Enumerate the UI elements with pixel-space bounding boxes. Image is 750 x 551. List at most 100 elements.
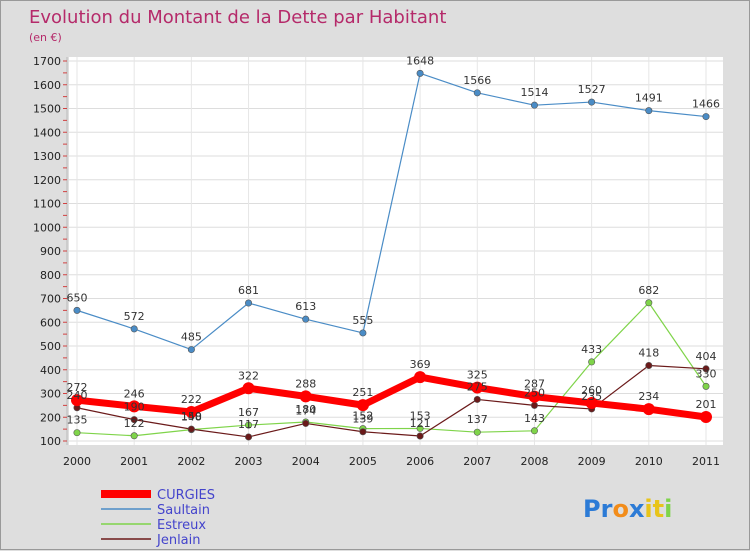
data-label-curgies: 201 [696, 398, 717, 411]
data-point-jenlain [302, 419, 310, 427]
axes: 100 200 300 400 500 600 700 800 900 1000 1100 1200 1… [33, 55, 720, 468]
data-point-saultain [588, 98, 596, 106]
data-label-estreux: 135 [67, 414, 88, 427]
y-tick-label: 1500 [33, 103, 61, 116]
data-label-jenlain: 174 [295, 404, 316, 417]
chart-title: Evolution du Montant de la Dette par Hab… [29, 7, 446, 28]
x-tick-label: 2006 [406, 455, 434, 468]
data-point-jenlain [473, 395, 481, 403]
data-point-curgies [71, 394, 83, 407]
y-tick-label: 800 [40, 269, 61, 282]
data-point-saultain [530, 101, 538, 109]
data-label-curgies: 325 [467, 369, 488, 382]
brand-letter: r [601, 495, 613, 523]
series-group [71, 69, 712, 441]
data-point-curgies [700, 411, 712, 424]
series-line-saultain [76, 72, 707, 351]
y-tick-label: 900 [40, 245, 61, 258]
data-label-estreux: 137 [467, 413, 488, 426]
data-point-saultain [302, 315, 310, 323]
data-point-curgies [356, 399, 369, 412]
y-tick-label: 200 [40, 411, 61, 424]
data-point-estreux [645, 299, 653, 307]
x-tick-label: 2003 [235, 455, 263, 468]
data-label-jenlain: 404 [696, 350, 717, 363]
x-tick-label: 2007 [463, 455, 491, 468]
data-label-estreux: 152 [352, 410, 373, 423]
data-point-estreux [416, 424, 424, 432]
data-label-jenlain: 190 [124, 401, 145, 414]
legend-label-estreux: Estreux [157, 518, 206, 533]
data-label-jenlain: 117 [238, 418, 259, 431]
y-tick-label: 600 [40, 316, 61, 329]
data-point-saultain [130, 325, 138, 333]
data-label-jenlain: 418 [638, 346, 659, 359]
data-point-estreux [530, 427, 538, 435]
data-label-curgies: 287 [524, 378, 545, 391]
data-point-saultain [473, 89, 481, 97]
y-tick-label: 1300 [33, 150, 61, 163]
brand-logo: Proxiti [583, 495, 672, 523]
x-tick-label: 2005 [349, 455, 377, 468]
brand-letter: P [583, 495, 601, 523]
brand-letter: x [629, 495, 645, 523]
brand-text: Proxiti [583, 495, 672, 523]
data-label-estreux: 682 [638, 284, 659, 297]
data-point-curgies [128, 400, 141, 413]
data-label-saultain: 1466 [692, 98, 720, 111]
data-point-saultain [702, 113, 710, 121]
data-point-curgies [185, 406, 198, 419]
y-tick-label: 500 [40, 340, 61, 353]
data-point-curgies [242, 382, 255, 395]
data-label-saultain: 555 [352, 314, 373, 327]
data-label-curgies: 288 [295, 377, 316, 390]
data-point-jenlain [530, 401, 538, 409]
data-point-jenlain [130, 416, 138, 424]
data-label-jenlain: 235 [581, 390, 602, 403]
y-tick-label: 300 [40, 388, 61, 401]
brand-letter: o [612, 495, 629, 523]
data-label-curgies: 369 [410, 358, 431, 371]
y-tick-label: 1700 [33, 55, 61, 68]
data-point-saultain [245, 299, 253, 307]
grid [69, 57, 723, 445]
x-tick-label: 2002 [177, 455, 205, 468]
data-point-curgies [471, 381, 484, 394]
x-tick-label: 2000 [63, 455, 91, 468]
data-point-curgies [585, 397, 598, 409]
data-point-estreux [473, 428, 481, 436]
series-line-curgies [76, 373, 707, 421]
data-label-saultain: 1648 [406, 54, 434, 67]
data-label-saultain: 485 [181, 331, 202, 344]
y-tick-label: 100 [40, 435, 61, 448]
data-label-curgies: 251 [352, 386, 373, 399]
data-label-jenlain: 240 [67, 389, 88, 402]
data-label-jenlain: 250 [524, 386, 545, 399]
brand-letter: t [653, 495, 664, 523]
data-label-estreux: 167 [238, 406, 259, 419]
data-label-jenlain: 139 [352, 413, 373, 426]
data-label-saultain: 1527 [578, 83, 606, 96]
data-label-estreux: 330 [696, 367, 717, 380]
data-point-curgies [414, 371, 427, 384]
data-label-saultain: 572 [124, 310, 145, 323]
x-tick-label: 2009 [578, 455, 606, 468]
brand-letter: i [664, 495, 672, 523]
data-label-curgies: 222 [181, 393, 202, 406]
data-label-saultain: 1514 [520, 86, 548, 99]
data-label-curgies: 234 [638, 390, 659, 403]
data-point-jenlain [359, 428, 367, 436]
data-label-estreux: 122 [124, 417, 145, 430]
series-line-estreux [76, 302, 707, 437]
data-point-estreux [588, 358, 596, 366]
data-point-jenlain [245, 433, 253, 441]
data-labels: 272 246 222 322 288 251 369 325 287 260 234 201 650 5… [67, 54, 721, 431]
y-tick-label: 1000 [33, 221, 61, 234]
data-label-saultain: 1491 [635, 92, 663, 105]
data-point-saultain [359, 329, 367, 337]
data-point-saultain [73, 306, 81, 314]
data-label-estreux: 433 [581, 343, 602, 356]
